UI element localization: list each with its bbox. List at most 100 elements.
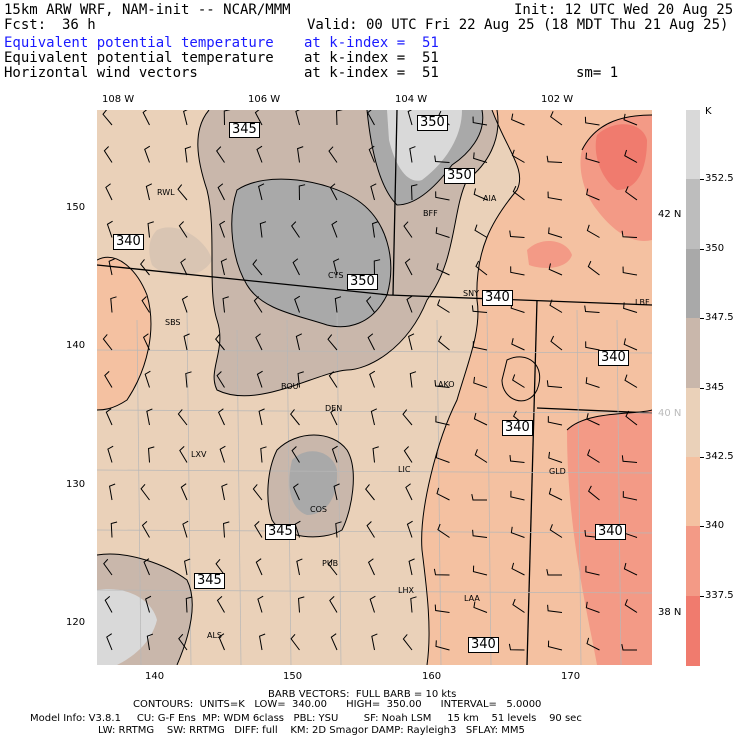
station-label: LHX	[398, 586, 414, 595]
wind-barb	[584, 305, 600, 313]
wind-barb	[409, 146, 416, 163]
wind-barb	[373, 259, 381, 276]
wind-barb	[104, 595, 113, 613]
station-label: AKO	[438, 380, 455, 389]
wind-barb	[216, 371, 225, 388]
wind-barb	[254, 110, 263, 126]
county-line	[97, 349, 652, 354]
county-line	[236, 329, 242, 665]
wind-barb	[146, 633, 154, 651]
wind-barb	[409, 371, 417, 388]
wind-barb	[222, 296, 229, 313]
wind-barb	[546, 569, 562, 576]
colorbar-label: 340	[705, 520, 725, 532]
wind-barb	[331, 445, 338, 463]
wind-barb	[330, 633, 338, 651]
colorbar-tick	[700, 179, 704, 181]
wind-barb	[408, 333, 415, 351]
contour-label-layer: .cl { position:absolute; background:#fff…	[97, 110, 652, 665]
wind-barb	[472, 116, 488, 126]
wind-barb	[512, 374, 525, 388]
county-line	[336, 309, 342, 665]
wind-barb	[548, 263, 563, 276]
wind-barb	[102, 334, 113, 351]
lon-label-106w: 106 W	[248, 94, 281, 105]
wind-barb	[586, 224, 600, 238]
wind-barb	[434, 155, 450, 163]
wind-barb	[110, 521, 118, 538]
station-label: LXV	[191, 450, 207, 459]
wind-barb	[437, 335, 450, 351]
wind-barb	[255, 333, 263, 351]
wind-barb	[291, 221, 300, 238]
theta-e-335-region	[595, 124, 647, 190]
wind-barb	[253, 296, 263, 313]
wind-barb	[549, 524, 563, 538]
x-label-150: 150	[283, 671, 303, 682]
county-line	[97, 529, 652, 534]
colorbar-segment	[686, 456, 700, 528]
wind-barb	[256, 145, 263, 163]
wind-barb	[144, 145, 151, 163]
wind-barb	[546, 155, 563, 163]
wind-barb	[295, 333, 303, 351]
wind-barb	[335, 110, 343, 126]
wind-barb	[220, 258, 228, 276]
station-label: SNY	[463, 289, 479, 298]
theta-e-350-region-southwest	[97, 589, 157, 665]
colorbar-tick	[700, 526, 704, 528]
wind-barb	[258, 408, 265, 426]
wind-barb	[586, 637, 600, 651]
contour-label: 345	[265, 524, 296, 540]
wind-barb	[370, 183, 377, 201]
station-label: DEN	[325, 404, 343, 413]
wind-barb	[252, 484, 263, 501]
colorbar-label: 337.5	[705, 589, 734, 601]
wind-barb	[328, 371, 338, 388]
lat-label-42n: 42 N	[658, 209, 682, 220]
wind-barb	[143, 558, 150, 576]
wind-barb	[622, 491, 638, 501]
wind-barb	[473, 188, 488, 201]
station-label: AIA	[483, 194, 497, 203]
theta-e-map	[97, 110, 652, 665]
wind-barb	[333, 483, 340, 501]
wind-barb	[623, 338, 638, 351]
wind-barb	[219, 445, 226, 463]
wind-barb	[436, 487, 450, 501]
county-line	[576, 309, 582, 665]
wind-barb	[587, 485, 600, 501]
wind-barb	[178, 221, 188, 238]
colorbar-label: 342.5	[705, 450, 734, 462]
wind-barb	[295, 110, 300, 126]
wind-barb	[510, 526, 525, 538]
wind-barb	[587, 449, 600, 463]
wind-barb	[366, 296, 375, 313]
wind-barb	[258, 183, 265, 201]
wind-barb	[222, 521, 230, 538]
wind-barb	[146, 408, 153, 426]
wind-barb	[548, 227, 563, 238]
wind-barb	[403, 221, 413, 238]
wind-barb	[549, 299, 563, 313]
wind-barb	[471, 494, 487, 501]
wind-barb	[435, 227, 450, 238]
wind-barb	[621, 455, 638, 463]
wind-barb	[367, 333, 375, 351]
lat-label-40n: 40 N	[658, 408, 682, 419]
field-name-2: Equivalent potential temperature	[4, 50, 274, 66]
wind-barb	[408, 558, 415, 576]
wind-barb	[297, 596, 305, 613]
wind-barb	[410, 596, 417, 613]
wind-barb	[625, 186, 638, 201]
wind-barb	[184, 558, 191, 576]
county-lines	[97, 309, 652, 665]
wind-barb	[512, 598, 525, 613]
theta-e-345-region-west	[149, 227, 212, 276]
theta-e-contours	[97, 110, 652, 665]
y-label-140: 140	[66, 340, 86, 351]
contour-label: 340	[595, 524, 626, 540]
wind-barb	[141, 521, 150, 538]
wind-barb	[371, 633, 378, 651]
wind-barb	[472, 565, 488, 576]
